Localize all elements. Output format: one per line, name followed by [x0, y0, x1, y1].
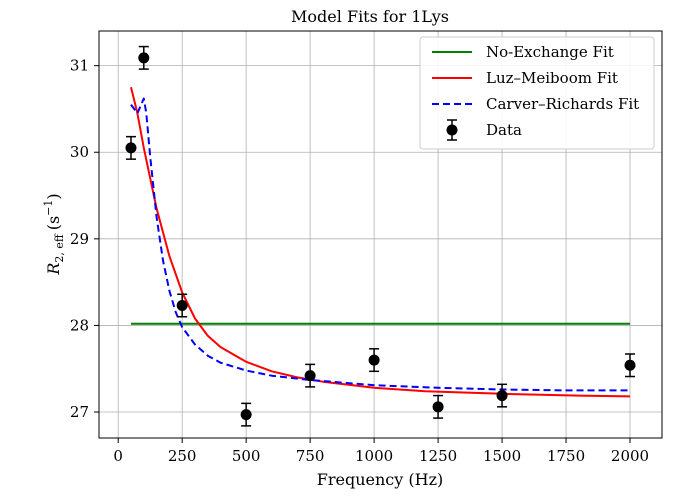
data-point [432, 401, 444, 413]
chart-title: Model Fits for 1Lys [291, 7, 449, 26]
x-tick-label: 1250 [419, 447, 457, 465]
x-tick-label: 2000 [611, 447, 649, 465]
y-axis-label-sub: 2, eff [53, 233, 66, 263]
legend-label-luz-meiboom-fit: Luz–Meiboom Fit [486, 69, 618, 87]
legend-label-carver-richards-fit: Carver–Richards Fit [486, 95, 639, 113]
data-point [368, 354, 380, 366]
data-point [624, 359, 636, 371]
y-tick-label: 28 [70, 316, 89, 334]
legend-label-data: Data [486, 121, 522, 139]
carver-richards-fit-line [130, 97, 630, 392]
y-axis: 27 28 29 30 31 [70, 57, 99, 421]
y-tick-label: 29 [70, 230, 89, 248]
y-axis-label-unit-open: (s [44, 216, 63, 230]
data-point [240, 409, 252, 421]
data-point [304, 370, 316, 382]
data-point [138, 52, 150, 64]
y-axis-label-base: R [44, 263, 63, 276]
x-axis-label: Frequency (Hz) [317, 470, 444, 489]
legend-label-no-exchange-fit: No-Exchange Fit [486, 43, 614, 61]
legend-swatch-data-marker [446, 124, 458, 136]
legend: No-Exchange Fit Luz–Meiboom Fit Carver–Ric… [419, 36, 655, 150]
y-tick-label: 27 [70, 403, 89, 421]
x-axis: 0 250 500 750 1000 1250 1500 1750 2000 [113, 438, 649, 465]
x-tick-label: 1500 [483, 447, 521, 465]
x-tick-label: 1750 [547, 447, 585, 465]
data-point [125, 142, 137, 154]
y-axis-label-unit-close: ) [44, 193, 63, 199]
x-tick-label: 1000 [355, 447, 393, 465]
x-tick-label: 0 [113, 447, 123, 465]
x-tick-label: 500 [232, 447, 261, 465]
y-tick-label: 31 [70, 57, 89, 75]
y-axis-label-unit-sup: −1 [42, 200, 55, 216]
y-tick-label: 30 [70, 143, 89, 161]
y-axis-label: R2, eff (s−1) [42, 193, 66, 275]
data-point [496, 390, 508, 402]
plot-frame [98, 30, 663, 439]
x-tick-label: 750 [296, 447, 325, 465]
legend-box [419, 36, 655, 150]
x-tick-label: 250 [168, 447, 197, 465]
data-point [176, 300, 188, 312]
plot-series [125, 45, 636, 427]
